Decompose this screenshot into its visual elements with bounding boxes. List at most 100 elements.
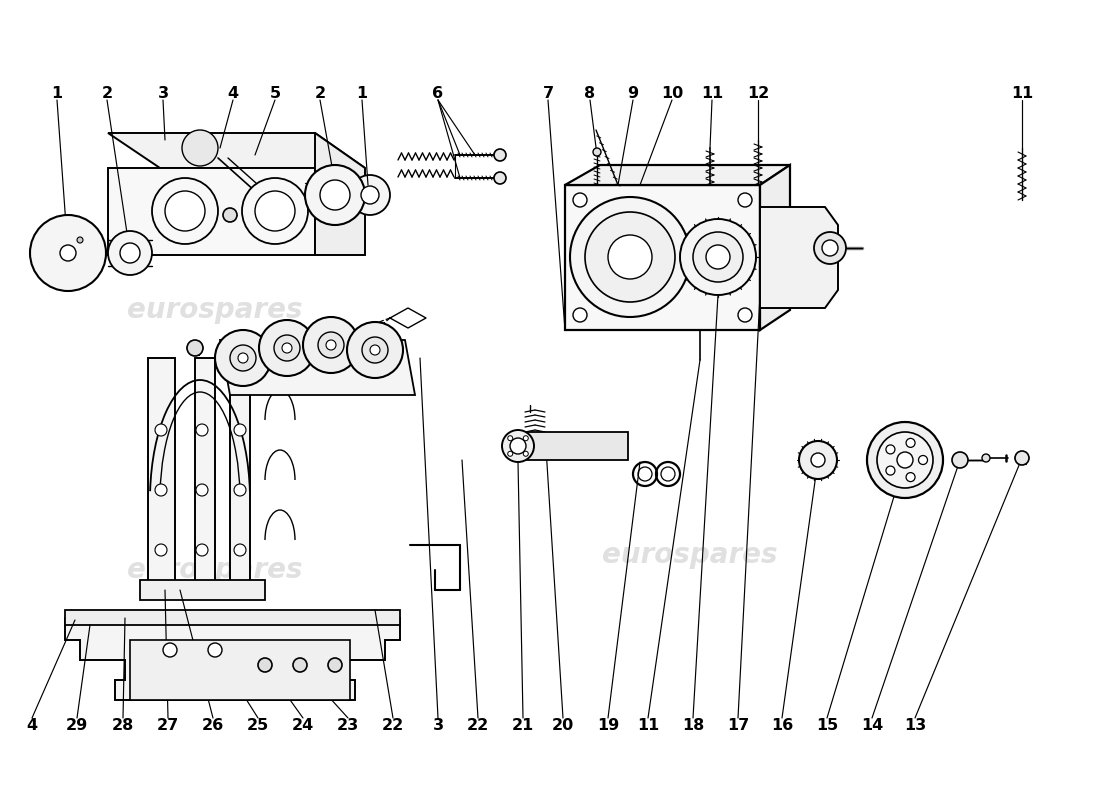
- Text: eurospares: eurospares: [603, 251, 778, 279]
- Circle shape: [282, 343, 292, 353]
- Circle shape: [196, 484, 208, 496]
- Text: 9: 9: [627, 86, 639, 101]
- Circle shape: [982, 454, 990, 462]
- Circle shape: [524, 451, 528, 456]
- Text: 11: 11: [637, 718, 659, 733]
- Circle shape: [108, 231, 152, 275]
- Circle shape: [223, 208, 236, 222]
- Polygon shape: [760, 207, 838, 308]
- Text: 5: 5: [270, 86, 280, 101]
- Circle shape: [30, 215, 106, 291]
- Text: 29: 29: [66, 718, 88, 733]
- Circle shape: [886, 445, 895, 454]
- Circle shape: [258, 658, 272, 672]
- Circle shape: [165, 191, 205, 231]
- Text: 19: 19: [597, 718, 619, 733]
- Text: eurospares: eurospares: [128, 296, 303, 324]
- Polygon shape: [220, 340, 415, 395]
- Circle shape: [906, 438, 915, 447]
- Circle shape: [502, 430, 534, 462]
- Circle shape: [918, 455, 927, 465]
- Circle shape: [706, 245, 730, 269]
- Circle shape: [680, 219, 756, 295]
- Text: eurospares: eurospares: [603, 541, 778, 569]
- Text: 6: 6: [432, 86, 443, 101]
- Polygon shape: [108, 168, 315, 255]
- Circle shape: [510, 438, 526, 454]
- Polygon shape: [195, 358, 214, 590]
- Circle shape: [1015, 451, 1028, 465]
- Circle shape: [886, 466, 895, 475]
- Text: 15: 15: [816, 718, 838, 733]
- Circle shape: [693, 232, 742, 282]
- Circle shape: [152, 178, 218, 244]
- Circle shape: [877, 432, 933, 488]
- Circle shape: [361, 186, 379, 204]
- Circle shape: [573, 193, 587, 207]
- Polygon shape: [518, 432, 628, 460]
- Text: 28: 28: [112, 718, 134, 733]
- Circle shape: [494, 172, 506, 184]
- Text: 17: 17: [727, 718, 749, 733]
- Text: 10: 10: [661, 86, 683, 101]
- Circle shape: [738, 308, 752, 322]
- Circle shape: [494, 149, 506, 161]
- Circle shape: [234, 484, 246, 496]
- Circle shape: [738, 193, 752, 207]
- Circle shape: [155, 484, 167, 496]
- Circle shape: [508, 451, 513, 456]
- Text: 1: 1: [52, 86, 63, 101]
- Text: eurospares: eurospares: [128, 556, 303, 584]
- Circle shape: [242, 178, 308, 244]
- Circle shape: [305, 165, 365, 225]
- Circle shape: [234, 424, 246, 436]
- Polygon shape: [108, 133, 365, 168]
- Circle shape: [350, 175, 390, 215]
- Circle shape: [822, 240, 838, 256]
- Circle shape: [187, 340, 204, 356]
- Circle shape: [799, 441, 837, 479]
- Circle shape: [318, 332, 344, 358]
- Text: 12: 12: [747, 86, 769, 101]
- Circle shape: [155, 424, 167, 436]
- Circle shape: [906, 473, 915, 482]
- Circle shape: [896, 452, 913, 468]
- Circle shape: [155, 544, 167, 556]
- Text: 11: 11: [701, 86, 723, 101]
- Circle shape: [302, 317, 359, 373]
- Text: 14: 14: [861, 718, 883, 733]
- Circle shape: [867, 422, 943, 498]
- Circle shape: [230, 345, 256, 371]
- Text: 3: 3: [432, 718, 443, 733]
- Polygon shape: [130, 640, 350, 700]
- Circle shape: [60, 245, 76, 261]
- Text: 7: 7: [542, 86, 553, 101]
- Text: 18: 18: [682, 718, 704, 733]
- Circle shape: [362, 337, 388, 363]
- Polygon shape: [148, 358, 175, 590]
- Circle shape: [608, 235, 652, 279]
- Text: 8: 8: [584, 86, 595, 101]
- Text: 2: 2: [315, 86, 326, 101]
- Circle shape: [214, 330, 271, 386]
- Circle shape: [346, 322, 403, 378]
- Circle shape: [208, 643, 222, 657]
- Circle shape: [234, 544, 246, 556]
- Circle shape: [328, 658, 342, 672]
- Polygon shape: [230, 358, 250, 590]
- Circle shape: [293, 658, 307, 672]
- Text: 26: 26: [202, 718, 224, 733]
- Circle shape: [573, 308, 587, 322]
- Polygon shape: [65, 610, 400, 625]
- Text: 22: 22: [466, 718, 490, 733]
- Polygon shape: [315, 133, 365, 255]
- Circle shape: [77, 237, 82, 243]
- Polygon shape: [565, 165, 790, 185]
- Circle shape: [163, 643, 177, 657]
- Polygon shape: [140, 580, 265, 600]
- Circle shape: [238, 353, 248, 363]
- Circle shape: [593, 148, 601, 156]
- Polygon shape: [565, 185, 760, 330]
- Circle shape: [274, 335, 300, 361]
- Text: 11: 11: [1011, 86, 1033, 101]
